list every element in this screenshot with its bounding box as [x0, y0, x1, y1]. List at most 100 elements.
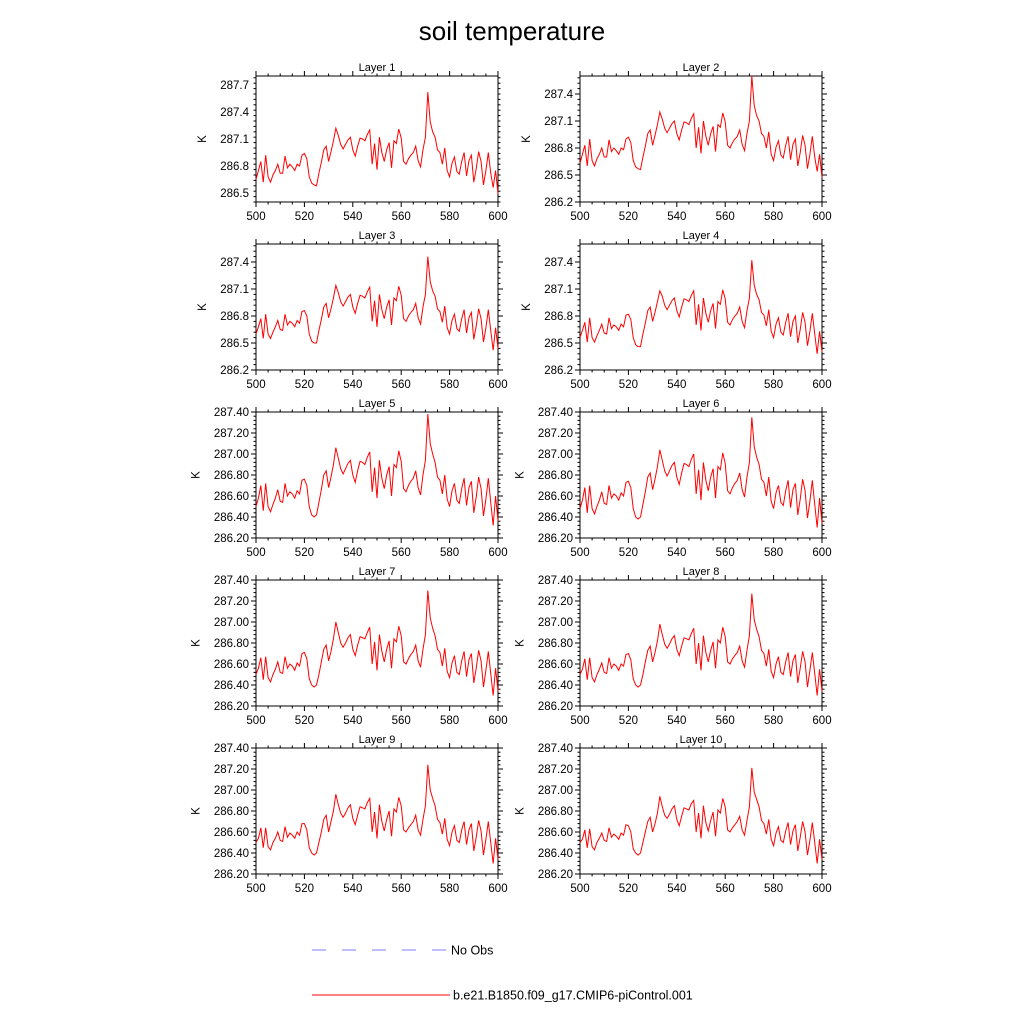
- panel-layer-7: Layer 7 500 520 540 560 580 600 286.20 286.40 286…: [191, 566, 508, 727]
- x-tick-label: 580: [764, 715, 783, 727]
- y-tick-label: 286.5: [544, 170, 573, 182]
- y-axis-label: K: [197, 303, 209, 311]
- y-tick-label: 287.40: [214, 575, 249, 587]
- panel-layer-9: Layer 9 500 520 540 560 580 600 286.20 286.40 286…: [191, 734, 508, 895]
- panel-title: Layer 2: [683, 62, 720, 74]
- y-tick-label: 287.00: [214, 617, 249, 629]
- x-tick-label: 600: [488, 883, 507, 895]
- y-tick-label: 287.20: [214, 596, 249, 608]
- y-axis-label: K: [191, 639, 203, 647]
- main-title: soil temperature: [419, 16, 605, 46]
- y-tick-label: 286.60: [214, 659, 249, 671]
- y-tick-label: 287.1: [220, 284, 249, 296]
- y-tick-label: 286.60: [214, 827, 249, 839]
- legend-no-obs-label: No Obs: [451, 944, 493, 958]
- x-tick-label: 520: [619, 715, 638, 727]
- y-tick-label: 286.8: [544, 143, 573, 155]
- x-tick-label: 600: [812, 883, 831, 895]
- x-tick-label: 580: [440, 883, 459, 895]
- x-tick-label: 560: [392, 715, 411, 727]
- panel-layer-3: Layer 3 500 520 540 560 580 600 286.2 286.5 286.8…: [197, 230, 508, 391]
- x-tick-label: 540: [667, 211, 686, 223]
- x-tick-label: 520: [295, 211, 314, 223]
- y-axis-label: K: [515, 807, 527, 815]
- y-tick-label: 286.8: [220, 161, 249, 173]
- x-tick-label: 540: [667, 883, 686, 895]
- y-tick-label: 287.4: [544, 89, 573, 101]
- panel-title: Layer 6: [683, 398, 720, 410]
- x-tick-label: 560: [716, 211, 735, 223]
- x-tick-label: 560: [716, 715, 735, 727]
- y-axis-label: K: [521, 135, 533, 143]
- x-tick-label: 560: [716, 547, 735, 559]
- y-tick-label: 287.1: [544, 284, 573, 296]
- x-tick-label: 500: [570, 211, 589, 223]
- panel-title: Layer 9: [359, 734, 396, 746]
- y-axis-label: K: [515, 639, 527, 647]
- y-axis-label: K: [191, 807, 203, 815]
- series-line: [579, 593, 823, 696]
- x-tick-label: 600: [488, 211, 507, 223]
- plot-frame: [255, 579, 499, 707]
- legend: No Obs b.e21.B1850.f09_g17.CMIP6-piContr…: [312, 944, 693, 1003]
- y-tick-label: 286.80: [214, 806, 249, 818]
- series-line: [579, 767, 823, 864]
- panel-layer-6: Layer 6 500 520 540 560 580 600 286.20 286.40 286…: [515, 398, 832, 559]
- y-tick-label: 287.40: [538, 407, 573, 419]
- y-tick-label: 286.40: [538, 512, 573, 524]
- y-tick-label: 286.80: [538, 470, 573, 482]
- y-tick-label: 287.40: [538, 743, 573, 755]
- y-tick-label: 286.60: [538, 827, 573, 839]
- y-tick-label: 286.5: [544, 338, 573, 350]
- y-tick-label: 286.80: [214, 470, 249, 482]
- y-tick-label: 287.20: [214, 764, 249, 776]
- series-line: [255, 92, 499, 194]
- plot-frame: [579, 75, 823, 203]
- x-tick-label: 600: [488, 379, 507, 391]
- panel-title: Layer 5: [359, 398, 396, 410]
- x-tick-label: 600: [812, 715, 831, 727]
- panel-title: Layer 4: [683, 230, 720, 242]
- x-tick-label: 580: [764, 547, 783, 559]
- x-tick-label: 500: [570, 547, 589, 559]
- series-line: [579, 75, 823, 178]
- panel-title: Layer 7: [359, 566, 396, 578]
- y-tick-label: 286.60: [538, 659, 573, 671]
- x-tick-label: 500: [246, 883, 265, 895]
- x-tick-label: 560: [716, 379, 735, 391]
- y-axis-label: K: [197, 135, 209, 143]
- x-tick-label: 540: [343, 547, 362, 559]
- x-tick-label: 540: [343, 715, 362, 727]
- y-tick-label: 287.00: [538, 785, 573, 797]
- x-tick-label: 580: [440, 211, 459, 223]
- panel-layer-8: Layer 8 500 520 540 560 580 600 286.20 286.40 286…: [515, 566, 832, 727]
- x-tick-label: 600: [812, 211, 831, 223]
- y-tick-label: 286.20: [538, 701, 573, 713]
- x-tick-label: 560: [392, 883, 411, 895]
- panel-layer-10: Layer 10 500 520 540 560 580 600 286.20 286.40 28…: [515, 734, 832, 895]
- y-tick-label: 287.4: [544, 257, 573, 269]
- x-tick-label: 520: [295, 379, 314, 391]
- y-tick-label: 286.20: [538, 533, 573, 545]
- y-tick-label: 286.2: [220, 365, 249, 377]
- legend-model-label: b.e21.B1850.f09_g17.CMIP6-piControl.001: [453, 989, 693, 1003]
- y-tick-label: 286.2: [544, 365, 573, 377]
- y-tick-label: 287.00: [538, 617, 573, 629]
- x-tick-label: 600: [812, 379, 831, 391]
- y-tick-label: 287.20: [538, 428, 573, 440]
- y-axis-label: K: [521, 303, 533, 311]
- plot-frame: [579, 243, 823, 371]
- y-tick-label: 286.40: [214, 680, 249, 692]
- x-tick-label: 500: [570, 379, 589, 391]
- y-tick-label: 287.40: [538, 575, 573, 587]
- y-tick-label: 286.8: [544, 311, 573, 323]
- y-tick-label: 287.1: [220, 134, 249, 146]
- x-tick-label: 580: [440, 715, 459, 727]
- x-tick-label: 500: [570, 715, 589, 727]
- x-tick-label: 560: [392, 379, 411, 391]
- x-tick-label: 600: [812, 547, 831, 559]
- x-tick-label: 540: [343, 211, 362, 223]
- panel-title: Layer 1: [359, 62, 396, 74]
- series-line: [255, 256, 499, 351]
